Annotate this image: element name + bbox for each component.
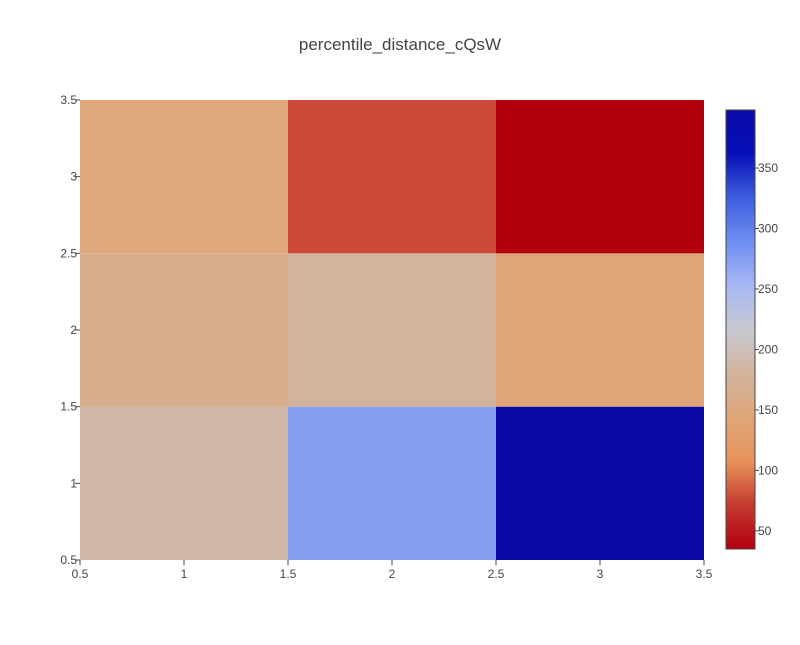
- colorbar-tick-label: 100: [758, 463, 778, 477]
- plot-area: [80, 100, 704, 560]
- heatmap-cell: [496, 406, 704, 560]
- x-tick-label: 0.5: [72, 567, 89, 581]
- heatmap-cell: [288, 253, 496, 407]
- colorbar-tick-label: 300: [758, 222, 778, 236]
- heatmap-cell: [288, 100, 496, 254]
- x-axis: 0.5 1 1.5 2 2.5 3 3.5: [72, 560, 713, 581]
- x-tick-label: 1.5: [280, 567, 297, 581]
- y-axis: 0.5 1 1.5 2 2.5 3 3.5: [60, 93, 80, 567]
- heatmap-cell: [80, 406, 288, 560]
- heatmap-cell: [288, 406, 496, 560]
- y-tick-label: 3.5: [60, 93, 77, 107]
- y-tick-label: 1.5: [60, 400, 77, 414]
- colorbar-tick-label: 200: [758, 342, 778, 356]
- y-tick-label: 1: [70, 476, 77, 490]
- x-tick-label: 1: [181, 567, 188, 581]
- colorbar: 50 100 150 200 250 300 350: [725, 109, 778, 550]
- colorbar-tick-label: 350: [758, 161, 778, 175]
- colorbar-tick-label: 50: [758, 524, 772, 538]
- x-tick-label: 3.5: [696, 567, 713, 581]
- y-tick-label: 0.5: [60, 553, 77, 567]
- colorbar-tick-label: 250: [758, 282, 778, 296]
- y-tick-label: 2.5: [60, 246, 77, 260]
- heatmap-cell: [496, 253, 704, 407]
- heatmap-cell: [80, 100, 288, 254]
- y-tick-label: 2: [70, 323, 77, 337]
- x-tick-label: 2: [389, 567, 396, 581]
- heatmap-cell: [80, 253, 288, 407]
- colorbar-tick-label: 150: [758, 403, 778, 417]
- heatmap-cell: [496, 100, 704, 254]
- y-tick-label: 3: [70, 170, 77, 184]
- colorbar-gradient: [725, 109, 756, 550]
- colorbar-ticks: 50 100 150 200 250 300 350: [755, 161, 778, 538]
- chart-title: percentile_distance_cQsW: [299, 35, 501, 54]
- x-tick-label: 3: [597, 567, 604, 581]
- x-tick-label: 2.5: [488, 567, 505, 581]
